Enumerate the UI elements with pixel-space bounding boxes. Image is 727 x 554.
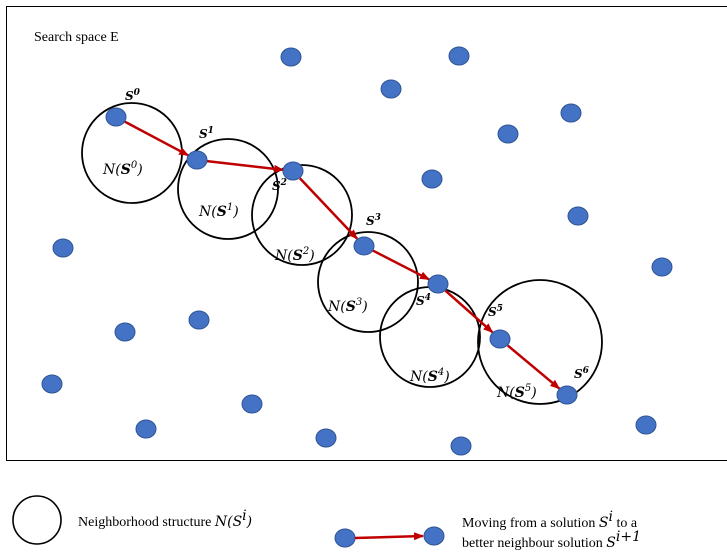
neighborhood-circles [81,102,603,405]
path-solution-point [186,150,208,170]
neighborhood-circle [317,231,419,333]
path-solution-point [353,236,375,256]
neighborhood-label: N(S5) [496,383,537,401]
legend-move-line1: Moving from a solution Si to a [462,509,638,531]
path-solution-point [489,329,511,349]
legend-move-arrow [354,532,424,541]
neighborhood-label: N(S4) [409,367,450,385]
search-space-label: Search space E [34,30,119,45]
solution-point [41,374,63,394]
search-space-frame [6,6,727,461]
solution-label: S0 [125,88,141,103]
path-solution-point [427,274,449,294]
path-solution-point [282,161,304,181]
solution-point [280,47,302,67]
solution-point [114,322,136,342]
solution-point [450,436,472,456]
path-solution-point [105,107,127,127]
legend-neighborhood-text: Neighborhood structure N(Si) [78,508,252,530]
neighborhood-labels: N(S0) N(S1) N(S2) N(S3) N(S4) N(S5) [102,160,537,401]
solution-labels: S0 S1 S2 S3 S4 S5 S6 [125,88,590,381]
neighborhood-label: N(S1) [198,202,239,220]
move-arrows [124,120,561,390]
move-arrow [298,177,359,240]
background-solutions [41,46,673,456]
move-arrow [506,344,561,390]
solution-point [497,124,519,144]
path-solutions [105,107,578,405]
solution-point [421,169,443,189]
path-solution-point [556,385,578,405]
neighborhood-circle [177,138,279,240]
solution-point [380,79,402,99]
solution-label: S3 [366,213,381,228]
move-arrow [124,120,190,157]
neighborhood-label: N(S3) [327,297,368,315]
move-arrow [372,249,430,281]
legend-neighborhood-circle [12,495,62,545]
move-arrow [444,289,494,334]
solution-point [188,310,210,330]
solution-point [560,103,582,123]
legend-start-point [334,528,356,548]
solution-point [52,238,74,258]
solution-label: S1 [199,126,214,141]
move-arrow [206,159,285,173]
solution-label: S5 [488,304,503,319]
solution-point [135,419,157,439]
solution-point [635,415,657,435]
solution-point [567,206,589,226]
legend-move-line2: better neighbour solution Si+1 [462,529,641,551]
solution-point [651,257,673,277]
solution-point [315,428,337,448]
solution-label: S6 [574,366,590,381]
legend: Neighborhood structure N(Si) Moving from… [12,495,641,551]
solution-label: S4 [416,293,431,308]
legend-end-point [423,526,445,546]
neighborhood-label: N(S0) [102,160,143,178]
neighborhood-circle [81,102,183,204]
neighborhood-label: N(S2) [274,246,315,264]
neighborhood-circle [477,279,603,405]
solution-point [241,394,263,414]
solution-label: S2 [272,178,287,193]
neighborhood-circle [251,164,353,266]
solution-point [448,46,470,66]
